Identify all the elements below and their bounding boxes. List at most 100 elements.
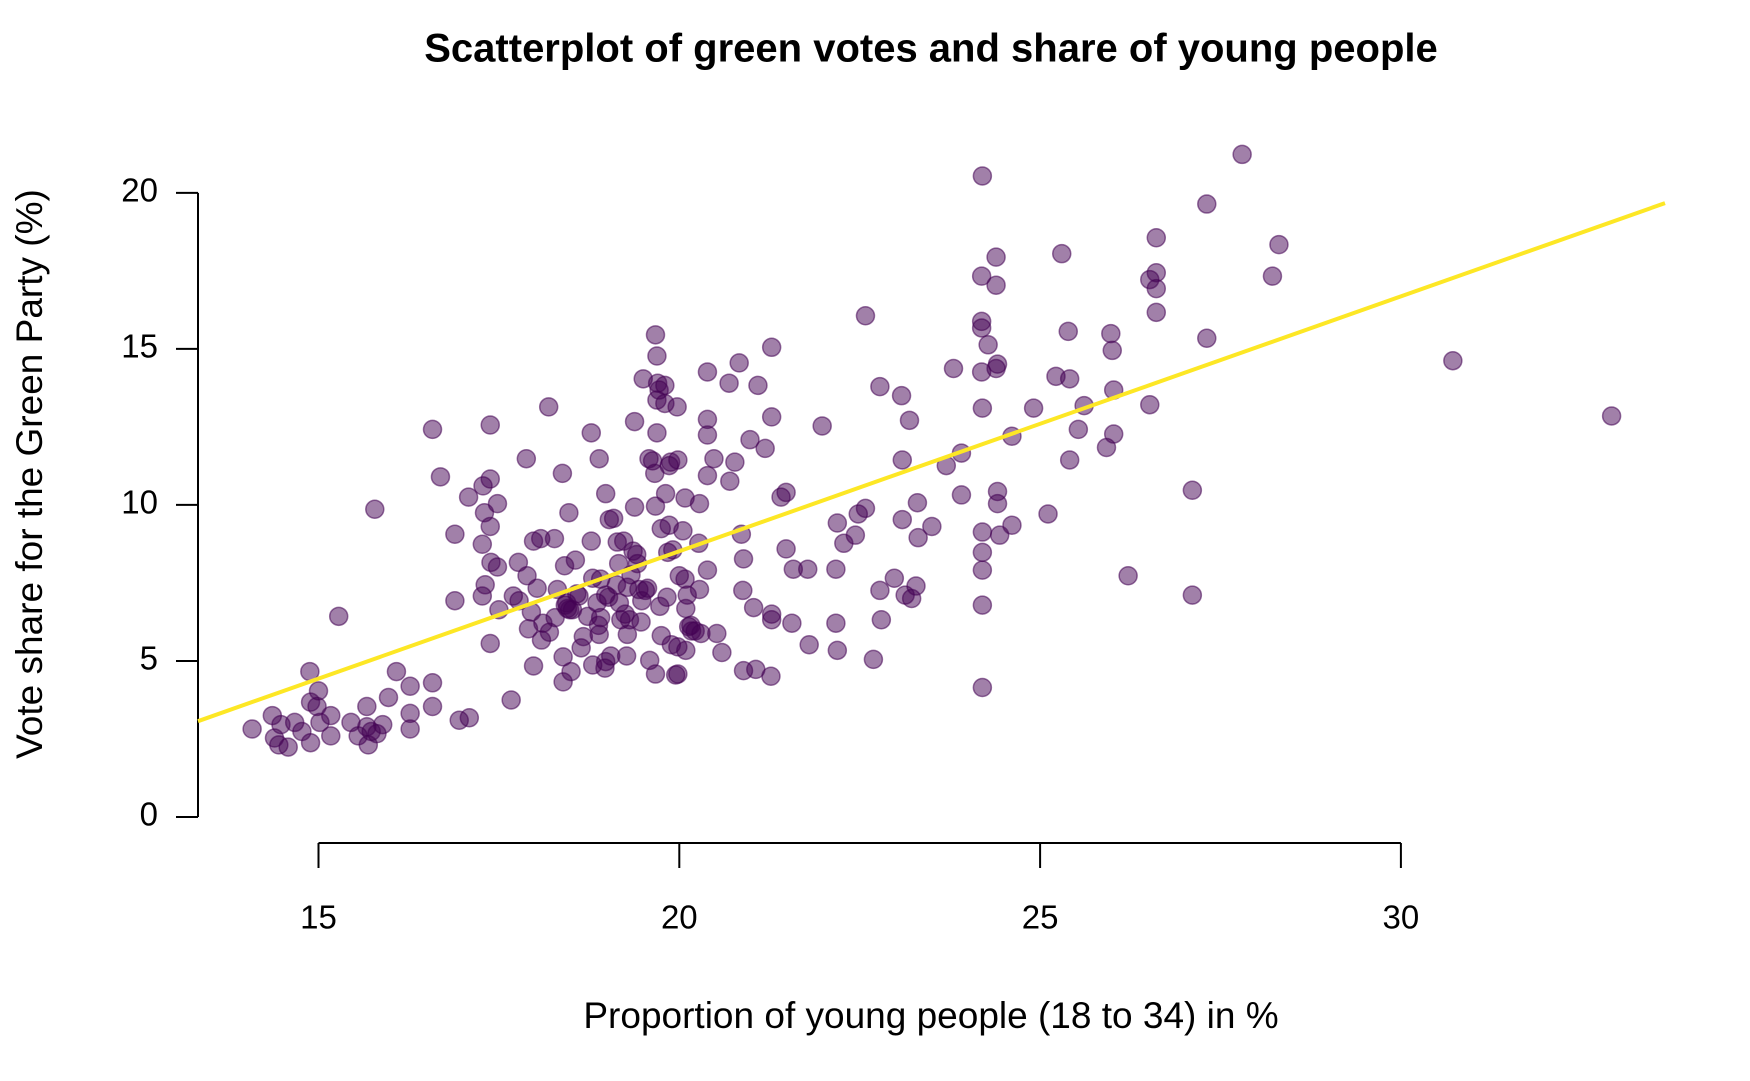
point	[1101, 323, 1121, 344]
point	[487, 493, 508, 514]
point	[1197, 328, 1217, 348]
point	[719, 373, 739, 393]
point	[826, 559, 846, 579]
point	[480, 415, 500, 435]
point	[733, 580, 753, 601]
point	[430, 467, 451, 487]
point	[799, 634, 819, 655]
point	[1601, 406, 1622, 426]
point	[1023, 398, 1044, 418]
point	[748, 375, 768, 396]
point	[697, 425, 718, 445]
point	[1038, 504, 1058, 524]
y-tick-label: 10	[121, 484, 158, 521]
point	[603, 508, 624, 529]
point	[645, 325, 666, 345]
point	[951, 485, 972, 505]
point	[501, 690, 521, 710]
point	[459, 708, 480, 728]
point	[971, 318, 992, 338]
point	[972, 542, 993, 563]
point	[242, 719, 262, 739]
point	[776, 482, 796, 503]
point	[589, 624, 609, 645]
point	[544, 528, 565, 549]
point	[1118, 566, 1138, 586]
point	[987, 493, 1008, 514]
point	[697, 362, 718, 382]
point	[907, 492, 928, 513]
point	[553, 647, 573, 667]
y-tick-label: 15	[121, 328, 158, 365]
point	[328, 606, 349, 627]
point	[720, 471, 740, 491]
point	[645, 496, 666, 516]
point	[676, 640, 696, 661]
x-axis-label: Proportion of young people (18 to 34) in…	[583, 995, 1278, 1036]
point	[386, 661, 407, 682]
point	[589, 448, 609, 469]
point	[573, 626, 594, 647]
point	[1146, 302, 1167, 323]
point	[647, 423, 667, 443]
point	[689, 493, 710, 514]
point	[971, 266, 992, 286]
point	[1232, 144, 1252, 165]
point	[892, 450, 913, 470]
point	[523, 656, 544, 676]
point	[899, 410, 920, 431]
point	[1002, 515, 1022, 535]
point	[782, 613, 802, 633]
point	[733, 549, 754, 569]
point	[631, 612, 651, 632]
point	[445, 590, 465, 611]
y-tick-label: 5	[140, 640, 158, 677]
point	[657, 587, 677, 608]
point	[729, 353, 749, 373]
point	[516, 448, 537, 469]
point	[1103, 424, 1124, 444]
point	[624, 411, 645, 432]
point	[365, 499, 385, 520]
point	[978, 335, 998, 355]
point	[761, 407, 782, 427]
point	[552, 463, 573, 484]
point	[668, 664, 688, 684]
chart-title: Scatterplot of green votes and share of …	[424, 27, 1438, 71]
point	[871, 610, 892, 630]
point	[689, 579, 710, 600]
point	[538, 397, 559, 417]
point	[725, 452, 745, 472]
point	[972, 398, 993, 418]
point	[697, 465, 718, 486]
point	[321, 726, 341, 746]
x-tick-label: 25	[1022, 899, 1059, 936]
trend-line	[197, 201, 1666, 724]
point	[458, 487, 479, 507]
point	[1182, 585, 1203, 605]
point	[972, 677, 993, 698]
point	[1068, 419, 1089, 440]
point	[755, 438, 775, 459]
point	[655, 483, 676, 504]
point	[559, 502, 579, 523]
point	[697, 560, 718, 580]
point	[445, 524, 465, 544]
point	[943, 358, 964, 379]
point	[761, 337, 782, 358]
point	[616, 646, 637, 666]
point	[1197, 194, 1217, 214]
point	[986, 247, 1006, 267]
point	[1140, 394, 1160, 415]
point	[487, 557, 508, 577]
point	[922, 516, 942, 537]
point	[855, 306, 876, 326]
point	[1059, 450, 1080, 470]
point	[908, 527, 928, 548]
x-tick-label: 30	[1383, 899, 1420, 936]
point	[906, 576, 926, 596]
point	[707, 623, 727, 644]
point	[972, 595, 993, 615]
point	[668, 450, 688, 470]
